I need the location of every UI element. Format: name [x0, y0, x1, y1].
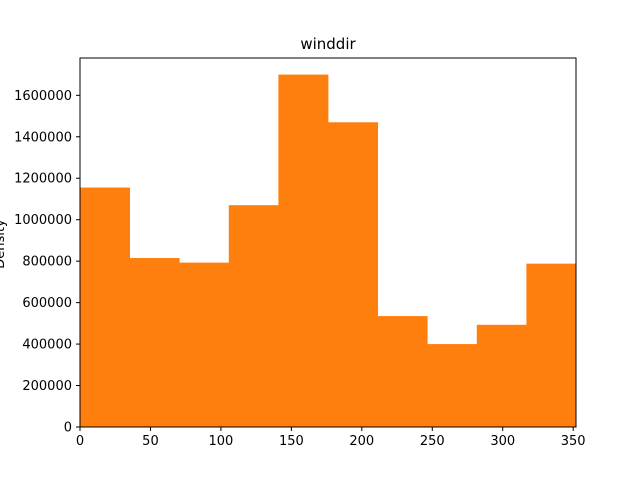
- x-tick-label: 300: [490, 434, 515, 449]
- y-tick-label: 1200000: [14, 172, 72, 187]
- histogram-bar: [377, 316, 428, 427]
- histogram-bar: [179, 262, 230, 427]
- y-tick-label: 600000: [22, 296, 72, 311]
- histogram-bar: [129, 258, 180, 427]
- histogram-bar: [427, 344, 478, 427]
- y-axis-label: Density: [0, 219, 8, 269]
- bars-group: [80, 74, 577, 428]
- y-tick-label: 400000: [22, 338, 72, 353]
- histogram-bar: [526, 263, 577, 427]
- histogram-bar: [476, 324, 527, 427]
- x-tick-label: 150: [279, 434, 304, 449]
- histogram-bar: [228, 205, 279, 427]
- axes-group: 0 50 100 150 200 250 300 350 0 200000 400000 600000…: [14, 57, 586, 449]
- chart-title: winddir: [300, 35, 356, 53]
- histogram-bar: [80, 187, 130, 427]
- histogram-bar: [328, 122, 378, 428]
- y-tick-label: 800000: [22, 255, 72, 270]
- x-tick-label: 250: [420, 434, 445, 449]
- x-tick-label: 50: [142, 434, 159, 449]
- x-tick-label: 100: [208, 434, 233, 449]
- y-tick-label: 1000000: [14, 213, 72, 228]
- histogram-bar: [278, 74, 329, 428]
- x-tick-label: 200: [349, 434, 374, 449]
- y-tick-label: 0: [64, 421, 72, 436]
- y-tick-label: 1400000: [14, 130, 72, 145]
- x-tick-label: 350: [561, 434, 586, 449]
- x-tick-label: 0: [76, 434, 84, 449]
- plot-frame: [79, 57, 577, 428]
- y-tick-label: 1600000: [14, 89, 72, 104]
- y-tick-label: 200000: [22, 379, 72, 394]
